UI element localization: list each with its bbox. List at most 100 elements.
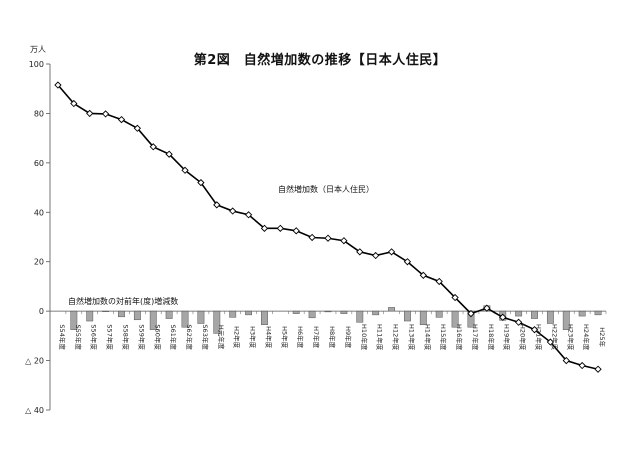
x-tick-label: S61年度 — [169, 324, 178, 350]
data-point — [356, 248, 364, 256]
y-tick-label: 40 — [34, 208, 44, 217]
bar — [245, 310, 252, 316]
x-tick-label: S63年度 — [201, 324, 210, 350]
data-point — [117, 115, 126, 124]
bar — [308, 310, 316, 319]
bar — [149, 310, 157, 330]
data-point — [483, 304, 491, 312]
y-tick-label: △ 40 — [25, 406, 44, 415]
data-point — [86, 109, 94, 118]
data-point — [530, 326, 539, 334]
bar — [388, 307, 395, 312]
data-point — [197, 178, 205, 187]
bar — [531, 310, 538, 319]
bar — [356, 310, 364, 323]
data-point — [101, 110, 110, 118]
x-tick-label: H21年度 — [535, 324, 544, 351]
x-tick-label: H23年度 — [566, 324, 575, 351]
data-point — [133, 124, 142, 132]
bar — [578, 310, 586, 317]
x-tick-label: H9年度 — [344, 326, 353, 349]
data-point — [165, 150, 173, 158]
y-axis-label: 万人 — [30, 45, 46, 54]
x-tick-label: H20年度 — [519, 324, 528, 351]
x-tick-label: H16年度 — [455, 324, 464, 351]
bar — [451, 310, 459, 328]
data-point — [514, 318, 523, 326]
bar — [435, 310, 443, 318]
x-tick-label: H2年度 — [233, 326, 242, 349]
x-tick-label: H24年度 — [582, 324, 591, 351]
y-tick-label: 20 — [34, 258, 44, 267]
data-point — [387, 248, 396, 256]
x-tick-label: S60年度 — [153, 324, 162, 350]
line-series — [54, 81, 602, 373]
x-tick-label: H10年度 — [360, 324, 369, 351]
x-tick-label: H5年度 — [280, 326, 289, 349]
x-tick-label: H11年度 — [376, 324, 385, 351]
x-tick-label: H13年度 — [407, 324, 416, 351]
bar — [594, 310, 602, 316]
data-point — [594, 365, 602, 373]
x-tick-label: H6年度 — [296, 326, 305, 349]
data-point — [292, 227, 300, 235]
bar — [340, 310, 348, 314]
x-tick-label: H18年度 — [487, 324, 496, 351]
x-tick-label: H7年度 — [312, 326, 321, 349]
data-point — [435, 277, 443, 286]
y-tick-label: 100 — [29, 60, 44, 69]
bar — [86, 310, 94, 322]
x-tick-label: H19年度 — [503, 324, 512, 351]
x-tick-label: S62年度 — [185, 324, 194, 350]
x-tick-label: H14年度 — [423, 324, 432, 351]
x-tick-label: H8年度 — [328, 326, 337, 349]
data-point — [546, 338, 555, 346]
x-tick-label: S59年度 — [137, 324, 146, 350]
data-point — [213, 201, 221, 209]
bar — [515, 310, 523, 317]
y-tick-label: △ 20 — [25, 357, 44, 366]
bar — [372, 310, 380, 316]
bar — [324, 310, 332, 313]
x-tick-label: H15年度 — [439, 324, 448, 351]
data-point — [181, 166, 189, 174]
x-tick-label: H3年度 — [249, 326, 258, 349]
x-tick-label: H25年 — [598, 327, 607, 347]
data-point — [451, 293, 459, 302]
x-tick-label: S55年度 — [74, 324, 83, 350]
bar — [419, 310, 427, 325]
data-point — [578, 361, 586, 370]
data-point — [54, 81, 62, 89]
x-tick-label: H元年度 — [217, 325, 226, 350]
bar — [133, 310, 141, 321]
bar — [261, 310, 268, 325]
chart-title: 第2図 自然増加数の推移【日本人住民】 — [193, 53, 447, 68]
x-tick-label: H4年度 — [264, 326, 273, 349]
annotation-line-series: 自然増加数（日本人住民） — [278, 184, 374, 194]
bar — [562, 310, 570, 330]
x-tick-label: H12年度 — [392, 324, 401, 351]
y-tick-label: 60 — [34, 159, 44, 168]
x-tick-label: S56年度 — [90, 324, 99, 350]
y-tick-label: 0 — [39, 307, 44, 316]
data-point — [324, 234, 332, 242]
x-tick-label: H17年度 — [471, 324, 480, 351]
bar — [70, 310, 78, 330]
data-point — [308, 233, 316, 242]
bar — [229, 310, 237, 318]
data-point — [403, 258, 412, 266]
bar-series — [70, 305, 602, 334]
data-point — [419, 271, 427, 279]
data-point — [499, 313, 507, 321]
bar — [165, 310, 173, 319]
x-tick-label: H22年度 — [550, 324, 559, 351]
data-point — [562, 356, 570, 365]
bar — [118, 310, 125, 318]
data-point — [244, 211, 253, 219]
y-tick-label: 80 — [34, 109, 44, 118]
data-point — [229, 207, 237, 215]
x-tick-label: S58年度 — [121, 324, 130, 350]
data-point — [70, 99, 78, 108]
data-point — [340, 237, 348, 245]
